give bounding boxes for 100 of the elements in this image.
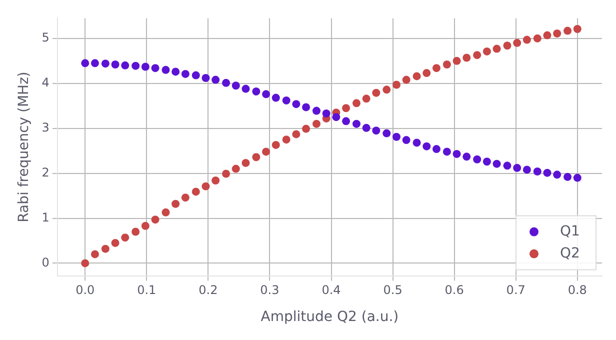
point <box>242 158 250 167</box>
point <box>492 44 501 53</box>
point <box>362 124 370 132</box>
point <box>352 120 360 128</box>
point <box>342 104 350 112</box>
point <box>101 244 110 253</box>
point <box>202 74 210 82</box>
point <box>262 90 270 98</box>
point <box>262 148 270 156</box>
x-tick-label: 0.5 <box>383 283 402 298</box>
point <box>564 26 572 35</box>
point <box>513 164 522 172</box>
y-tick-label: 2 <box>42 165 50 180</box>
x-tick-label: 0.1 <box>137 283 156 298</box>
point <box>252 153 260 162</box>
point <box>212 176 220 184</box>
point <box>503 42 512 50</box>
point <box>90 59 99 68</box>
point <box>101 60 110 68</box>
point <box>222 78 230 87</box>
point <box>412 138 421 147</box>
point <box>412 72 421 80</box>
point <box>462 152 471 161</box>
y-tick-label: 1 <box>42 210 50 224</box>
y-tick-label: 5 <box>42 30 50 45</box>
y-tick-label: 4 <box>42 76 50 90</box>
point <box>522 36 531 44</box>
point <box>282 136 290 144</box>
point <box>533 34 542 42</box>
point <box>192 71 200 80</box>
point <box>482 47 491 56</box>
point <box>573 174 582 182</box>
point <box>151 64 160 72</box>
point <box>452 150 461 158</box>
point <box>242 84 250 93</box>
point <box>473 51 482 60</box>
point <box>81 259 90 268</box>
point <box>162 208 170 216</box>
point <box>202 182 210 190</box>
point <box>352 99 360 108</box>
y-tick-label: 0 <box>42 255 50 270</box>
point <box>382 129 391 138</box>
legend-label: Q1 <box>560 223 580 240</box>
x-tick-label: 0.7 <box>506 283 526 298</box>
point <box>282 96 290 104</box>
point <box>382 86 391 94</box>
point <box>462 54 471 62</box>
point <box>553 170 562 179</box>
point <box>553 29 562 38</box>
point <box>172 68 180 76</box>
point <box>272 94 280 102</box>
point <box>90 250 99 258</box>
point <box>422 142 431 150</box>
point <box>232 164 240 173</box>
point <box>172 200 180 208</box>
point <box>442 148 451 156</box>
x-tick-label: 0.8 <box>568 283 587 298</box>
point <box>322 110 330 118</box>
point <box>312 106 320 115</box>
point <box>442 60 451 69</box>
y-axis-title: Rabi frequency (MHz) <box>16 72 32 222</box>
point <box>372 88 380 97</box>
point <box>141 222 150 230</box>
legend-label: Q2 <box>560 245 580 262</box>
point <box>132 62 140 70</box>
point <box>402 76 410 84</box>
point <box>151 216 160 224</box>
point <box>222 170 230 178</box>
point <box>212 76 220 84</box>
point <box>121 61 130 70</box>
point <box>503 162 512 170</box>
point <box>292 100 300 108</box>
x-axis-title: Amplitude Q2 (a.u.) <box>260 309 399 326</box>
point <box>332 113 340 122</box>
point <box>543 31 552 40</box>
point <box>432 64 440 72</box>
point <box>564 172 572 181</box>
point <box>272 140 280 149</box>
point <box>111 238 120 247</box>
point <box>302 103 310 112</box>
point <box>342 117 350 126</box>
point <box>543 168 552 177</box>
point <box>181 194 190 202</box>
x-tick-label: 0.6 <box>444 283 464 298</box>
point <box>292 130 300 138</box>
point <box>162 66 170 74</box>
point <box>141 62 150 71</box>
point <box>181 70 190 78</box>
point <box>513 38 522 47</box>
point <box>312 120 320 128</box>
point <box>422 69 431 78</box>
point <box>533 168 542 176</box>
point <box>492 160 501 168</box>
point <box>522 166 531 174</box>
point <box>362 94 370 103</box>
point <box>452 56 461 65</box>
point <box>132 228 140 236</box>
point <box>573 24 582 33</box>
point <box>432 145 440 154</box>
x-tick-label: 0.3 <box>260 283 280 298</box>
